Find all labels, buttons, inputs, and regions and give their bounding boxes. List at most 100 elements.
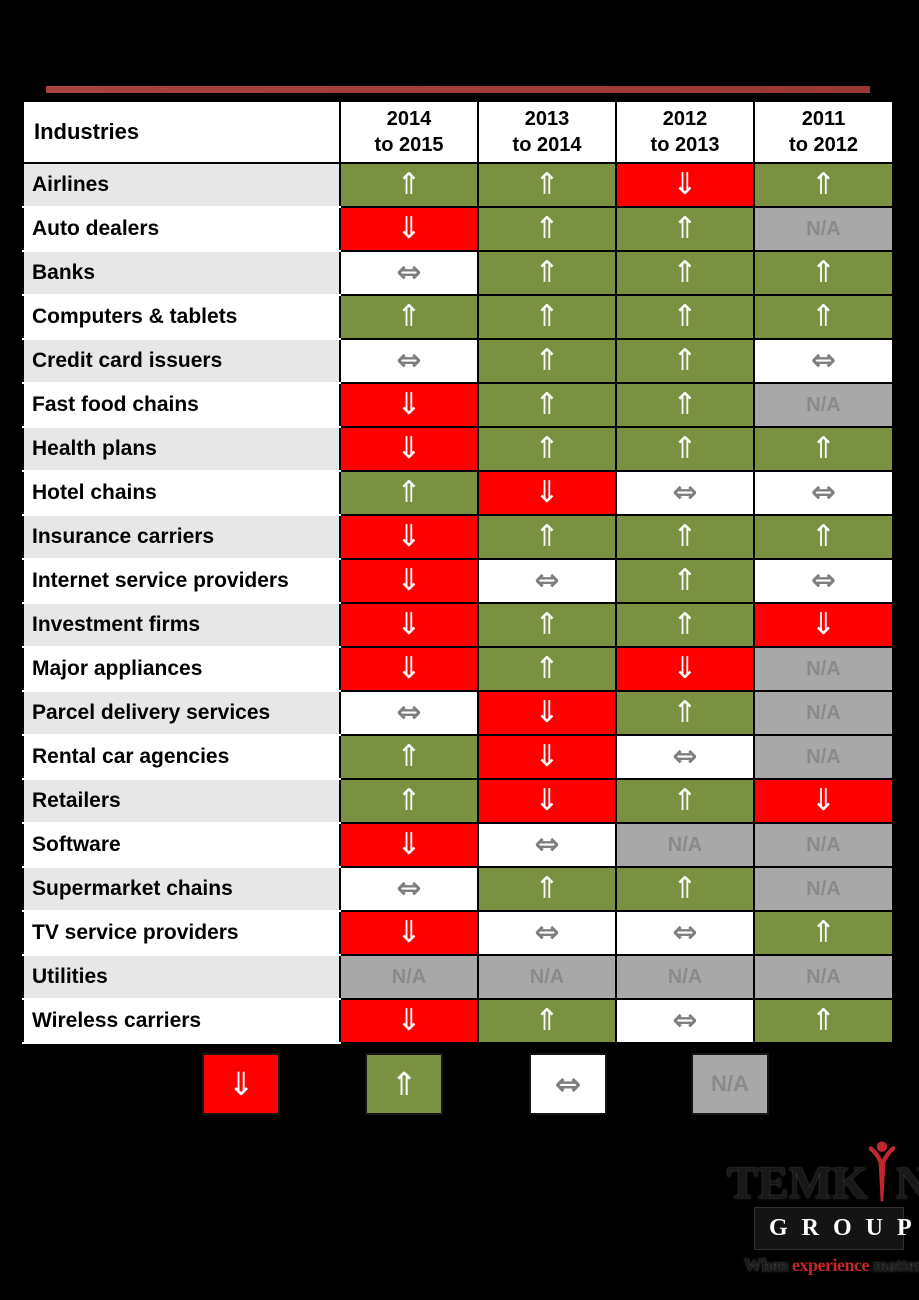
down-arrow-icon: ⇓ bbox=[396, 387, 422, 422]
na-cell: N/A bbox=[753, 822, 894, 868]
up-arrow-cell: ⇑ bbox=[339, 734, 479, 780]
table-row: Utilities N/A N/A N/A N/A bbox=[22, 954, 894, 1000]
up-arrow-icon: ⇑ bbox=[672, 783, 698, 818]
na-label: N/A bbox=[806, 657, 841, 680]
logo-text-left: TEMK bbox=[727, 1156, 868, 1208]
down-arrow-icon: ⇓ bbox=[810, 783, 837, 818]
industry-label: Major appliances bbox=[22, 646, 341, 692]
up-arrow-icon: ⇑ bbox=[672, 871, 698, 906]
table-row: Fast food chains ⇓ ⇑ ⇑ N/A bbox=[22, 382, 894, 428]
legend-na-box: N/A bbox=[691, 1053, 769, 1115]
up-arrow-cell: ⇑ bbox=[339, 294, 479, 340]
na-label: N/A bbox=[806, 745, 841, 768]
up-arrow-cell: ⇑ bbox=[615, 206, 755, 252]
down-arrow-cell: ⇓ bbox=[339, 998, 479, 1044]
industry-label: Auto dealers bbox=[22, 206, 341, 252]
table-row: TV service providers ⇓ ⇔ ⇔ ⇑ bbox=[22, 910, 894, 956]
na-cell: N/A bbox=[477, 954, 617, 1000]
up-arrow-icon: ⇑ bbox=[534, 211, 560, 246]
industry-label: Airlines bbox=[22, 162, 341, 208]
up-arrow-cell: ⇑ bbox=[615, 382, 755, 428]
na-cell: N/A bbox=[753, 206, 894, 252]
down-arrow-cell: ⇓ bbox=[339, 822, 479, 868]
header-row: Industries 2014 to 2015 2013 to 2014 201… bbox=[22, 100, 894, 164]
flat-arrow-cell: ⇔ bbox=[753, 558, 894, 604]
year-line1: 2012 bbox=[662, 108, 708, 130]
down-arrow-cell: ⇓ bbox=[339, 382, 479, 428]
up-arrow-icon: ⇑ bbox=[534, 431, 560, 466]
down-arrow-cell: ⇓ bbox=[339, 426, 479, 472]
na-cell: N/A bbox=[753, 690, 894, 736]
up-arrow-icon: ⇑ bbox=[810, 915, 837, 950]
table-row: Parcel delivery services ⇔ ⇓ ⇑ N/A bbox=[22, 690, 894, 736]
up-arrow-icon: ⇑ bbox=[672, 519, 698, 554]
year-line2: to 2012 bbox=[789, 134, 858, 156]
table-row: Investment firms ⇓ ⇑ ⇑ ⇓ bbox=[22, 602, 894, 648]
na-label: N/A bbox=[806, 393, 841, 416]
up-arrow-cell: ⇑ bbox=[753, 294, 894, 340]
up-arrow-cell: ⇑ bbox=[753, 998, 894, 1044]
up-arrow-icon: ⇑ bbox=[534, 167, 560, 202]
flat-arrow-cell: ⇔ bbox=[477, 822, 617, 868]
table-header: Industries 2014 to 2015 2013 to 2014 201… bbox=[22, 100, 894, 164]
table-row: Software ⇓ ⇔ N/A N/A bbox=[22, 822, 894, 868]
na-label: N/A bbox=[711, 1071, 749, 1096]
down-arrow-icon: ⇓ bbox=[396, 431, 422, 466]
down-arrow-icon: ⇓ bbox=[534, 475, 560, 510]
table-row: Credit card issuers ⇔ ⇑ ⇑ ⇔ bbox=[22, 338, 894, 384]
legend-decrease-box: ⇓ bbox=[202, 1053, 280, 1115]
flat-arrow-icon: ⇔ bbox=[810, 475, 837, 510]
table-row: Airlines ⇑ ⇑ ⇓ ⇑ bbox=[22, 162, 894, 208]
down-arrow-icon: ⇓ bbox=[534, 783, 560, 818]
na-cell: N/A bbox=[753, 734, 894, 780]
up-arrow-icon: ⇑ bbox=[672, 695, 698, 730]
up-arrow-icon: ⇑ bbox=[396, 167, 422, 202]
up-arrow-cell: ⇑ bbox=[615, 514, 755, 560]
industry-label: Investment firms bbox=[22, 602, 341, 648]
flat-arrow-cell: ⇔ bbox=[615, 910, 755, 956]
flat-arrow-cell: ⇔ bbox=[339, 250, 479, 296]
table-row: Health plans ⇓ ⇑ ⇑ ⇑ bbox=[22, 426, 894, 472]
flat-arrow-cell: ⇔ bbox=[615, 998, 755, 1044]
flat-arrow-cell: ⇔ bbox=[477, 558, 617, 604]
down-arrow-icon: ⇓ bbox=[396, 563, 422, 598]
up-arrow-cell: ⇑ bbox=[339, 470, 479, 516]
table-body: Airlines ⇑ ⇑ ⇓ ⇑ Auto dealers ⇓ ⇑ ⇑ N/A Banks ⇔ ⇑ ⇑ ⇑ C… bbox=[22, 162, 894, 1044]
up-arrow-icon: ⇑ bbox=[534, 343, 560, 378]
up-arrow-cell: ⇑ bbox=[615, 338, 755, 384]
down-arrow-icon: ⇓ bbox=[396, 1003, 422, 1038]
up-arrow-cell: ⇑ bbox=[615, 294, 755, 340]
up-arrow-cell: ⇑ bbox=[339, 778, 479, 824]
industry-label: Banks bbox=[22, 250, 341, 296]
flat-arrow-icon: ⇔ bbox=[396, 255, 422, 290]
industry-label: TV service providers bbox=[22, 910, 341, 956]
industry-label: Rental car agencies bbox=[22, 734, 341, 780]
industry-label: Software bbox=[22, 822, 341, 868]
na-cell: N/A bbox=[615, 822, 755, 868]
up-arrow-cell: ⇑ bbox=[477, 866, 617, 912]
na-label: N/A bbox=[391, 965, 427, 988]
up-arrow-cell: ⇑ bbox=[477, 294, 617, 340]
up-arrow-cell: ⇑ bbox=[477, 998, 617, 1044]
up-arrow-cell: ⇑ bbox=[477, 250, 617, 296]
up-arrow-cell: ⇑ bbox=[753, 910, 894, 956]
up-arrow-cell: ⇑ bbox=[753, 514, 894, 560]
down-arrow-icon: ⇓ bbox=[534, 695, 560, 730]
up-arrow-cell: ⇑ bbox=[339, 162, 479, 208]
up-arrow-cell: ⇑ bbox=[477, 514, 617, 560]
up-arrow-icon: ⇑ bbox=[534, 299, 560, 334]
na-label: N/A bbox=[806, 701, 841, 724]
industry-label: Credit card issuers bbox=[22, 338, 341, 384]
up-arrow-icon: ⇑ bbox=[534, 871, 560, 906]
down-arrow-icon: ⇓ bbox=[396, 607, 422, 642]
up-arrow-cell: ⇑ bbox=[477, 602, 617, 648]
up-arrow-cell: ⇑ bbox=[615, 602, 755, 648]
flat-arrow-icon: ⇔ bbox=[672, 739, 698, 774]
na-cell: N/A bbox=[753, 866, 894, 912]
up-arrow-icon: ⇑ bbox=[672, 211, 698, 246]
up-arrow-icon: ⇑ bbox=[534, 255, 560, 290]
industry-label: Computers & tablets bbox=[22, 294, 341, 340]
up-arrow-icon: ⇑ bbox=[672, 387, 698, 422]
year-column-header-2012-2013: 2012 to 2013 bbox=[615, 100, 755, 164]
year-line1: 2011 bbox=[801, 108, 846, 130]
